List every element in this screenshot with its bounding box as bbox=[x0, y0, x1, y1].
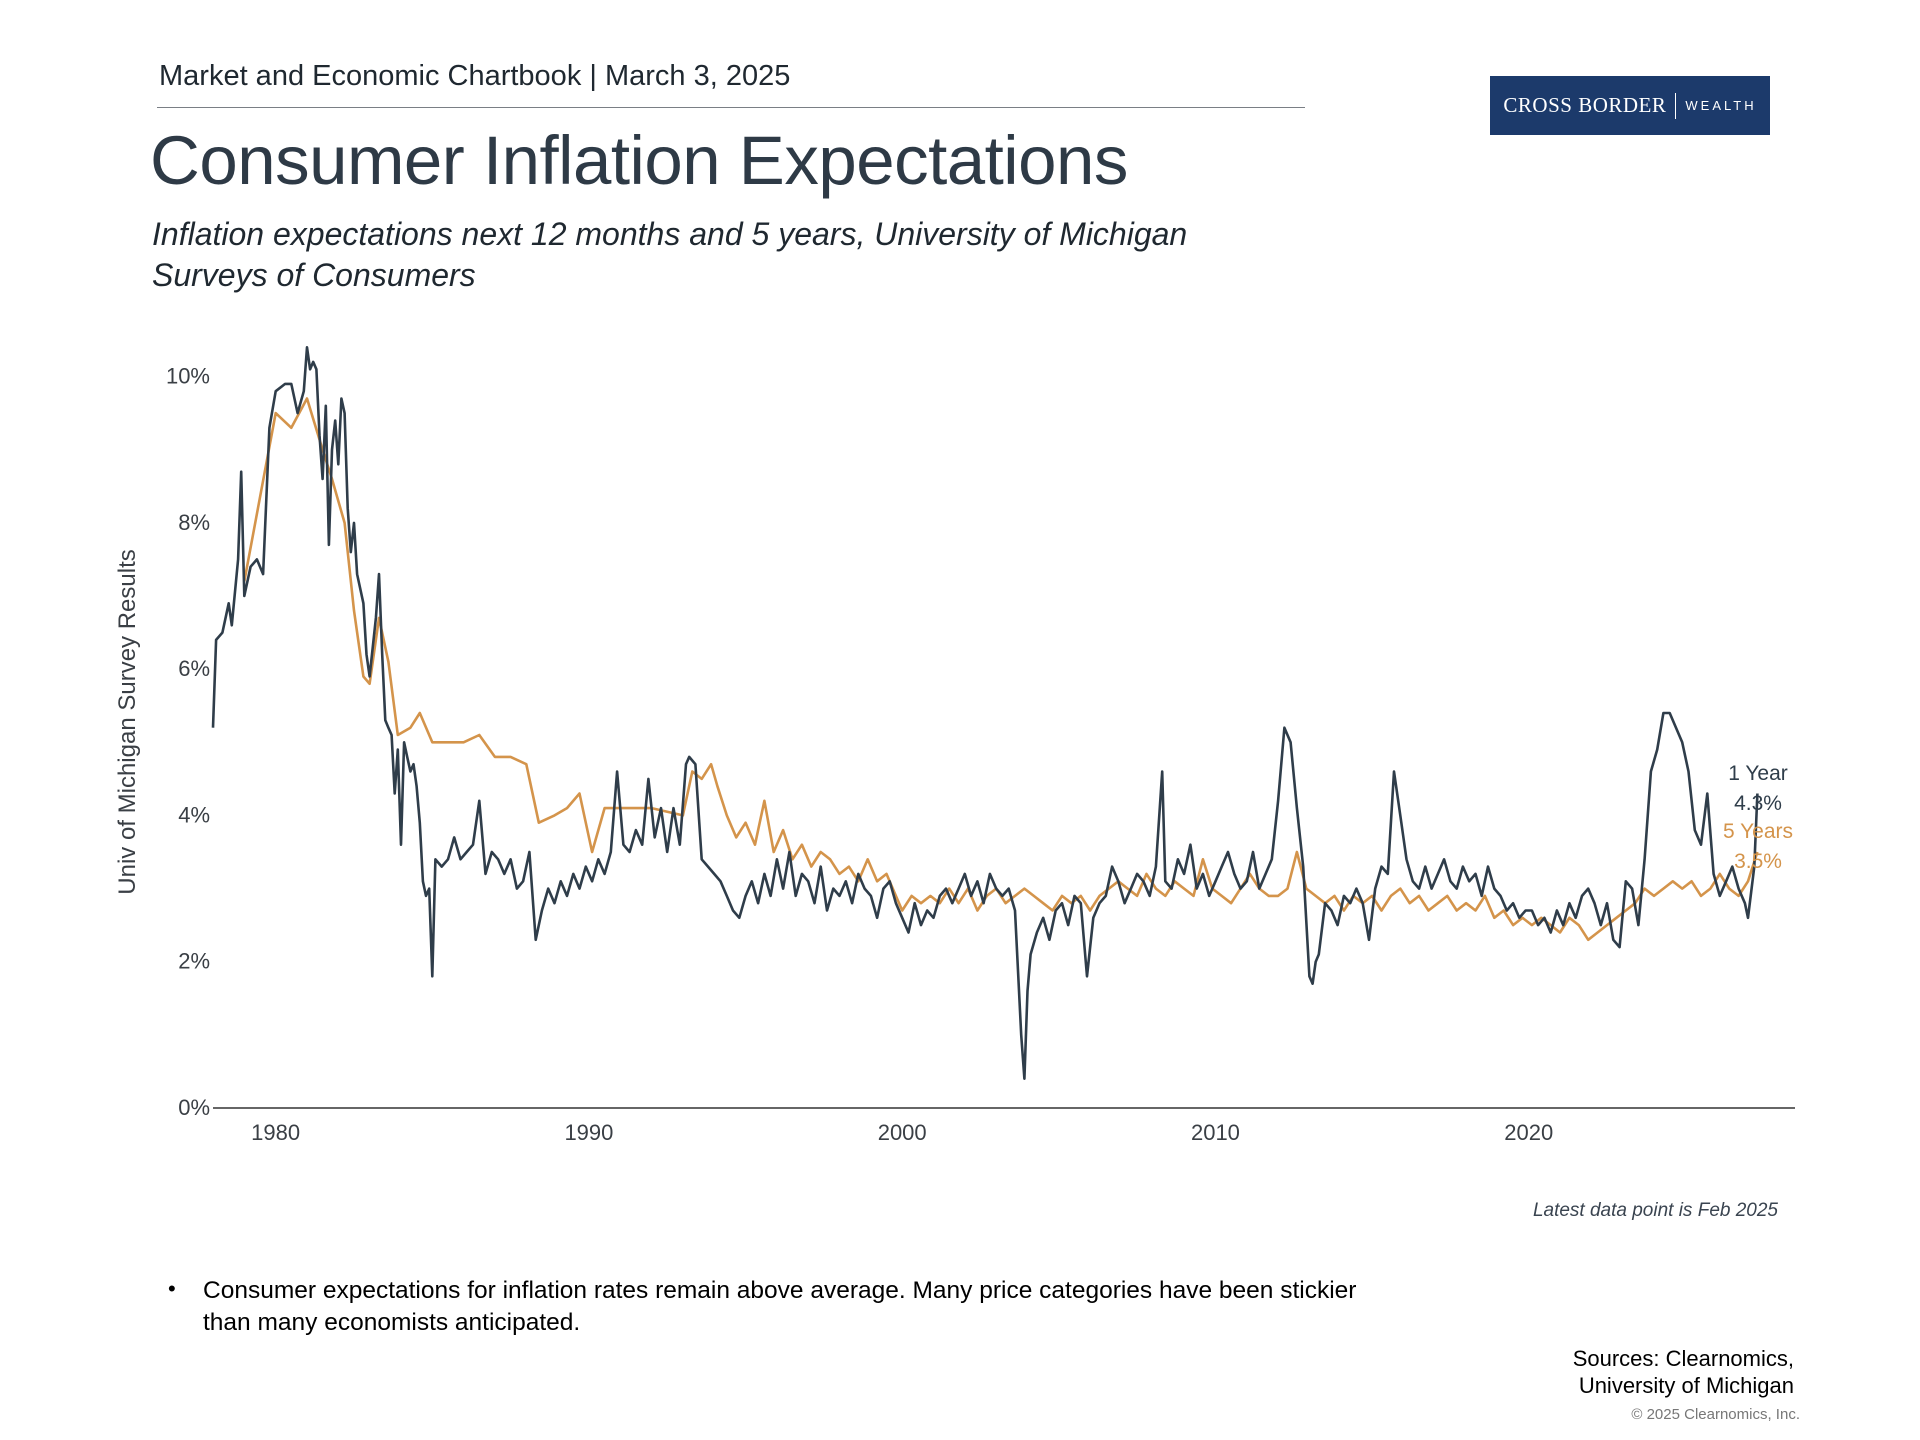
y-tick-label: 0% bbox=[178, 1095, 210, 1120]
y-tick-label: 6% bbox=[178, 656, 210, 681]
y-tick-label: 10% bbox=[166, 364, 210, 389]
page-subtitle: Inflation expectations next 12 months an… bbox=[152, 216, 1188, 293]
series-line-1-year bbox=[211, 346, 1759, 1080]
x-tick-label: 2000 bbox=[878, 1120, 927, 1145]
y-axis-ticks: 0% 2% 4% 6% 8% 10% bbox=[166, 364, 210, 1120]
commentary-bullet: Consumer expectations for inflation rate… bbox=[203, 1277, 1357, 1336]
copyright: © 2025 Clearnomics, Inc. bbox=[1631, 1406, 1800, 1423]
series-legend: 1 Year 4.3% 5 Years 3.5% bbox=[1723, 762, 1793, 873]
logo-sub-text: WEALTH bbox=[1685, 98, 1757, 113]
brand-logo: CROSS BORDER WEALTH bbox=[1490, 76, 1770, 135]
sources: Sources: Clearnomics, University of Mich… bbox=[1400, 1345, 1794, 1399]
x-tick-label: 2020 bbox=[1504, 1120, 1553, 1145]
y-tick-label: 8% bbox=[178, 510, 210, 535]
logo-separator bbox=[1675, 92, 1677, 119]
legend-1-year-value: 4.3% bbox=[1734, 792, 1782, 815]
series-layer bbox=[211, 346, 1759, 1080]
legend-1-year-label: 1 Year bbox=[1728, 762, 1788, 785]
x-tick-label: 1990 bbox=[564, 1120, 613, 1145]
latest-data-note: Latest data point is Feb 2025 bbox=[1532, 1200, 1778, 1221]
page-title: Consumer Inflation Expectations bbox=[150, 122, 1128, 199]
y-tick-label: 4% bbox=[178, 802, 210, 827]
x-axis-ticks: 1980 1990 2000 2010 2020 bbox=[251, 1120, 1553, 1145]
y-axis-label: Univ of Michigan Survey Results bbox=[114, 549, 141, 894]
x-tick-label: 2010 bbox=[1191, 1120, 1240, 1145]
chartbook-header: Market and Economic Chartbook | March 3,… bbox=[159, 60, 791, 92]
x-tick-label: 1980 bbox=[251, 1120, 300, 1145]
legend-5-years-label: 5 Years bbox=[1723, 820, 1793, 843]
logo-main-text: CROSS BORDER bbox=[1503, 93, 1667, 117]
y-tick-label: 2% bbox=[178, 949, 210, 974]
sources-line-2: University of Michigan bbox=[1578, 1373, 1794, 1398]
header-divider bbox=[157, 107, 1305, 108]
sources-line-1: Sources: Clearnomics, bbox=[1572, 1346, 1794, 1371]
legend-5-years-value: 3.5% bbox=[1734, 850, 1782, 873]
bullet-marker: • bbox=[168, 1276, 176, 1301]
series-line-5-years bbox=[243, 397, 1759, 942]
